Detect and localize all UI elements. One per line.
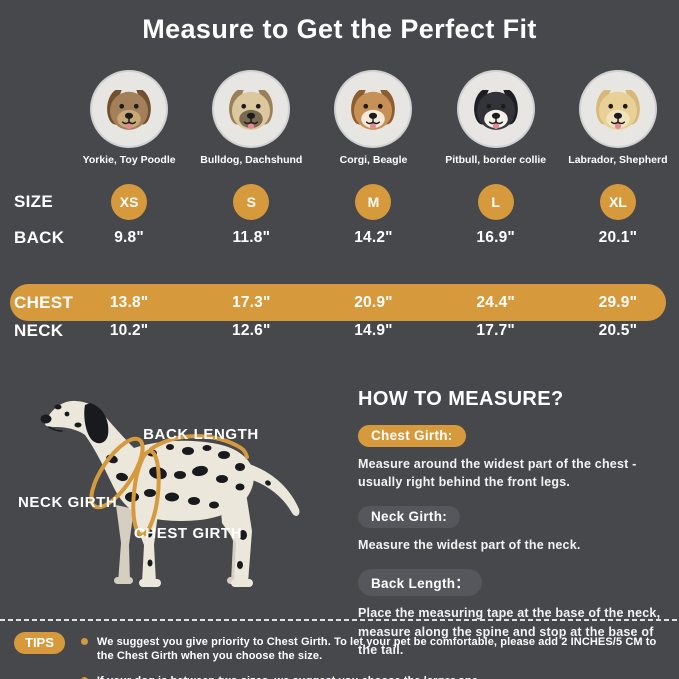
how-to-measure-heading: HOW TO MEASURE? [358,388,564,410]
back-length-text: Place the measuring tape at the base of … [358,606,661,657]
dog-measurement-diagram: BACK LENGTH NECK GIRTH CHEST GIRTH [18,400,300,587]
chest-value: 24.4" [476,293,515,311]
chest-value: 13.8" [109,293,149,311]
neck-girth-label: NECK GIRTH [18,494,117,511]
neck-girth-badge: Neck Girth: [358,506,461,529]
tip-item: If your dog is between two sizes, we sug… [80,674,671,679]
chest-highlight-bar [10,284,666,321]
chest-girth-badge: Chest Girth: [358,425,466,447]
bullet-dot-icon [80,676,88,679]
chest-value: 29.9" [598,293,638,311]
size-badge-xs: XS [111,184,148,220]
table-row-back: BACK 9.8" 11.8" 14.2" 16.9" 20.1" [0,228,679,284]
row-label-chest: CHEST [14,292,74,312]
size-badge-s: S [233,184,270,220]
yorkie-photo-icon [92,72,167,146]
row-label-size: SIZE [14,192,53,211]
how-to-measure-section: HOW TO MEASURE? Chest Girth: Measure aro… [358,388,672,674]
neck-value: 12.6" [232,322,271,339]
neck-value: 14.9" [354,322,393,339]
breed-label: Pitbull, border collie [445,154,547,166]
table-row-neck: NECK 10.2" 12.6" 14.9" 17.7" 20.5" [0,321,679,379]
size-badge-m: M [355,184,392,220]
labrador-photo-icon [580,72,655,146]
tip-text: We suggest you give priority to Chest Gi… [96,636,657,663]
bulldog-photo-icon [214,72,289,146]
breed-pitbull: Pitbull, border collie [435,72,557,166]
breed-yorkie: Yorkie, Toy Poodle [68,72,190,166]
chest-girth-label: CHEST GIRTH [134,525,242,542]
tip-item: We suggest you give priority to Chest Gi… [80,635,671,664]
back-value: 16.9" [476,229,515,246]
tips-section: TIPS We suggest you give priority to Che… [14,632,671,679]
chest-girth-text: Measure around the widest part of the ch… [358,457,637,490]
back-value: 11.8" [232,229,271,246]
breed-corgi: Corgi, Beagle [312,72,434,166]
breed-label: Bulldog, Dachshund [200,154,303,166]
dashed-divider [0,619,679,621]
back-length-label: BACK LENGTH [143,426,259,443]
breed-label: Labrador, Shepherd [568,154,668,166]
chest-value: 20.9" [354,293,393,311]
corgi-photo-icon [336,72,411,146]
bullet-dot-icon [80,638,88,645]
breed-label: Corgi, Beagle [339,154,408,166]
size-badge-xl: XL [599,184,636,220]
tip-text: If your dog is between two sizes, we sug… [97,674,481,679]
row-label-neck: NECK [14,321,64,340]
pitbull-photo-icon [458,72,533,146]
table-row-chest: CHEST 13.8" 17.3" 20.9" 24.4" 29.9" [0,284,679,321]
neck-value: 17.7" [476,322,515,339]
tips-badge: TIPS [14,632,65,654]
neck-girth-text: Measure the widest part of the neck. [358,538,581,553]
breed-labrador: Labrador, Shepherd [557,72,679,166]
chest-value: 17.3" [232,293,271,311]
measuring-lines [89,434,249,537]
back-value: 9.8" [114,229,144,246]
table-row-size: SIZE XS S M L XL [0,184,679,228]
neck-value: 10.2" [109,322,149,339]
breed-label: Yorkie, Toy Poodle [82,154,176,166]
back-length-badge: Back Length： [358,569,483,597]
size-table: SIZE XS S M L XL BACK 9.8" 11.8" 14.2" 1… [0,184,679,379]
page-title: Measure to Get the Perfect Fit [142,14,537,44]
back-value: 20.1" [598,229,638,246]
breed-bulldog: Bulldog, Dachshund [190,72,312,166]
size-badge-l: L [477,184,514,220]
neck-value: 20.5" [598,322,638,339]
breed-row: Yorkie, Toy Poodle Bulldog, Dachshund Co… [0,72,679,166]
back-value: 14.2" [354,229,393,246]
row-label-back: BACK [14,228,65,247]
